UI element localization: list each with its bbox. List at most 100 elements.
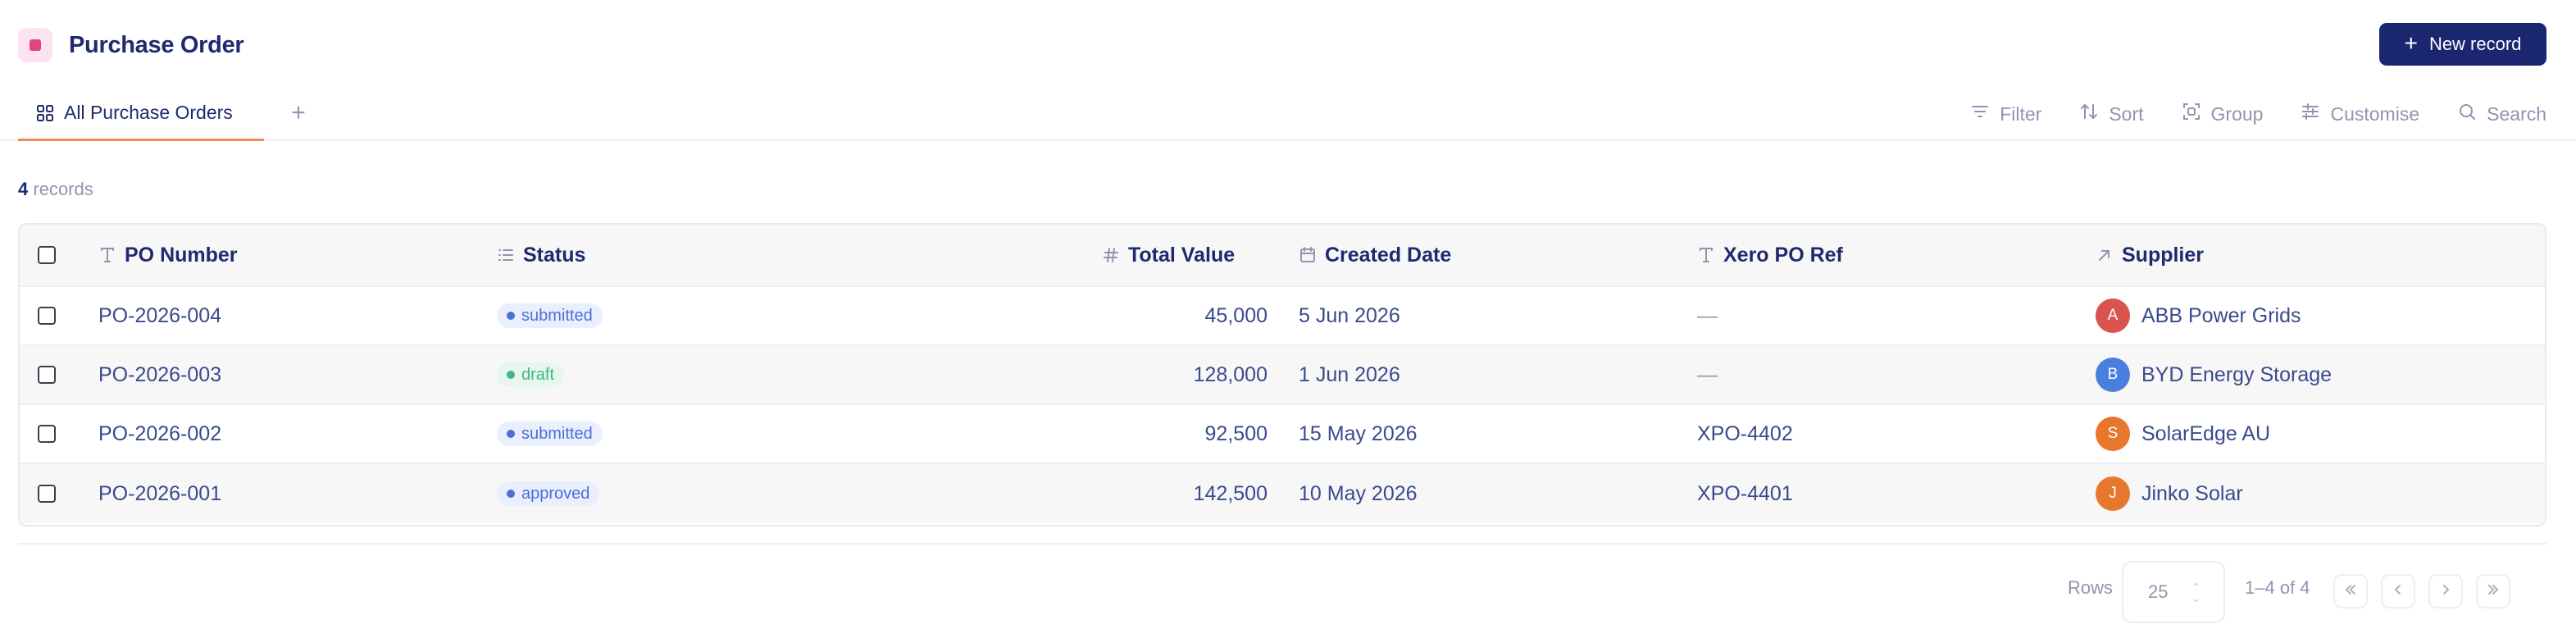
new-record-button[interactable]: + New record: [2379, 23, 2546, 66]
next-page-button[interactable]: [2428, 574, 2463, 608]
search-icon: [2457, 102, 2477, 126]
chevron-right-icon: [2438, 582, 2453, 601]
search-label: Search: [2487, 103, 2546, 125]
po-number-cell[interactable]: PO-2026-001: [98, 481, 222, 505]
status-badge: submitted: [497, 303, 603, 328]
hash-icon: [1102, 246, 1120, 264]
records-table: PO Number Status Total Value Created Dat…: [18, 223, 2546, 526]
supplier-cell[interactable]: A ABB Power Grids: [2096, 287, 2301, 344]
group-label: Group: [2210, 103, 2264, 125]
supplier-cell[interactable]: S SolarEdge AU: [2096, 405, 2270, 463]
avatar: A: [2096, 298, 2130, 333]
rows-per-page-select[interactable]: 25 ⌃ ⌄: [2122, 561, 2225, 623]
supplier-name: BYD Energy Storage: [2141, 362, 2333, 386]
last-page-button[interactable]: [2476, 574, 2510, 608]
select-all-checkbox[interactable]: [38, 246, 56, 264]
xero-ref-cell[interactable]: XPO-4401: [1697, 481, 1793, 505]
app-icon: [18, 28, 52, 62]
supplier-name: ABB Power Grids: [2141, 303, 2301, 327]
chevrons-right-icon: [2486, 582, 2501, 601]
xero-ref-cell: —: [1697, 303, 1718, 327]
previous-page-button[interactable]: [2381, 574, 2415, 608]
text-type-icon: [98, 246, 116, 264]
sort-icon: [2079, 102, 2099, 126]
search-button[interactable]: Search: [2457, 102, 2546, 126]
total-value-cell: 45,000: [1204, 303, 1268, 327]
group-icon: [2182, 102, 2201, 126]
customise-button[interactable]: Customise: [2301, 102, 2419, 126]
table-row[interactable]: PO-2026-003 draft 128,000 1 Jun 2026 — B…: [20, 346, 2545, 405]
row-checkbox[interactable]: [38, 307, 56, 325]
add-view-button[interactable]: +: [284, 98, 313, 128]
rows-per-page-label: Rows: [2068, 577, 2114, 598]
chevrons-left-icon: [2343, 582, 2358, 601]
row-checkbox[interactable]: [38, 366, 56, 384]
record-count-number: 4: [18, 179, 29, 199]
status-badge: approved: [497, 481, 600, 506]
avatar: S: [2096, 417, 2130, 451]
column-header-total-value[interactable]: Total Value: [1102, 225, 1235, 285]
status-label: submitted: [521, 424, 593, 443]
arrow-up-right-icon: [2096, 246, 2114, 264]
grid-icon: [36, 104, 54, 122]
column-label: Created Date: [1325, 243, 1452, 267]
text-type-icon: [1697, 246, 1715, 264]
status-label: draft: [521, 365, 555, 384]
divider: [18, 543, 2546, 545]
view-tabbar: All Purchase Orders + Filter Sort Group …: [0, 87, 2576, 141]
avatar: J: [2096, 476, 2130, 511]
supplier-cell[interactable]: B BYD Energy Storage: [2096, 346, 2332, 403]
sort-button[interactable]: Sort: [2079, 102, 2144, 126]
row-checkbox[interactable]: [38, 485, 56, 503]
page-title: Purchase Order: [69, 32, 244, 58]
supplier-cell[interactable]: J Jinko Solar: [2096, 464, 2243, 523]
sort-label: Sort: [2109, 103, 2144, 125]
created-date-cell: 1 Jun 2026: [1299, 362, 1400, 386]
column-label: Xero PO Ref: [1723, 243, 1843, 267]
status-badge: draft: [497, 362, 565, 387]
supplier-name: SolarEdge AU: [2141, 422, 2271, 445]
row-checkbox[interactable]: [38, 425, 56, 443]
xero-ref-cell[interactable]: XPO-4402: [1697, 422, 1793, 445]
total-value-cell: 142,500: [1193, 481, 1268, 505]
toolbar: Filter Sort Group Customise Search: [1970, 87, 2546, 141]
table-row[interactable]: PO-2026-004 submitted 45,000 5 Jun 2026 …: [20, 287, 2545, 346]
filter-label: Filter: [2000, 103, 2042, 125]
table-row[interactable]: PO-2026-001 approved 142,500 10 May 2026…: [20, 464, 2545, 523]
rows-per-page-value: 25: [2148, 581, 2169, 602]
column-header-status[interactable]: Status: [497, 225, 585, 285]
status-label: submitted: [521, 306, 593, 325]
xero-ref-cell: —: [1697, 362, 1718, 386]
table-row[interactable]: PO-2026-002 submitted 92,500 15 May 2026…: [20, 405, 2545, 464]
po-number-cell[interactable]: PO-2026-004: [98, 303, 222, 327]
page-header: Purchase Order + New record: [0, 0, 2576, 87]
group-button[interactable]: Group: [2182, 102, 2264, 126]
pagination-range: 1–4 of 4: [2245, 577, 2310, 598]
column-header-created-date[interactable]: Created Date: [1299, 225, 1451, 285]
created-date-cell: 15 May 2026: [1299, 422, 1418, 445]
record-count-label: records: [33, 179, 93, 199]
status-badge: submitted: [497, 422, 603, 446]
column-header-supplier[interactable]: Supplier: [2096, 225, 2204, 285]
column-header-po-number[interactable]: PO Number: [98, 225, 238, 285]
chevron-up-down-icon: ⌃ ⌄: [2191, 581, 2201, 604]
column-label: Supplier: [2122, 243, 2205, 267]
tab-all-purchase-orders[interactable]: All Purchase Orders: [18, 87, 264, 141]
customise-label: Customise: [2330, 103, 2420, 125]
list-icon: [497, 246, 515, 264]
column-label: Total Value: [1128, 243, 1236, 267]
po-number-cell[interactable]: PO-2026-003: [98, 362, 222, 386]
sliders-icon: [2301, 102, 2320, 126]
avatar: B: [2096, 358, 2130, 392]
supplier-name: Jinko Solar: [2141, 481, 2243, 505]
chevron-left-icon: [2391, 582, 2405, 601]
plus-icon: +: [291, 99, 306, 126]
filter-button[interactable]: Filter: [1970, 102, 2041, 126]
plus-icon: +: [2404, 30, 2418, 56]
total-value-cell: 128,000: [1193, 362, 1268, 386]
column-header-xero-po-ref[interactable]: Xero PO Ref: [1697, 225, 1843, 285]
new-record-label: New record: [2428, 34, 2522, 54]
first-page-button[interactable]: [2333, 574, 2368, 608]
record-count: 4 records: [18, 179, 93, 200]
po-number-cell[interactable]: PO-2026-002: [98, 422, 222, 445]
